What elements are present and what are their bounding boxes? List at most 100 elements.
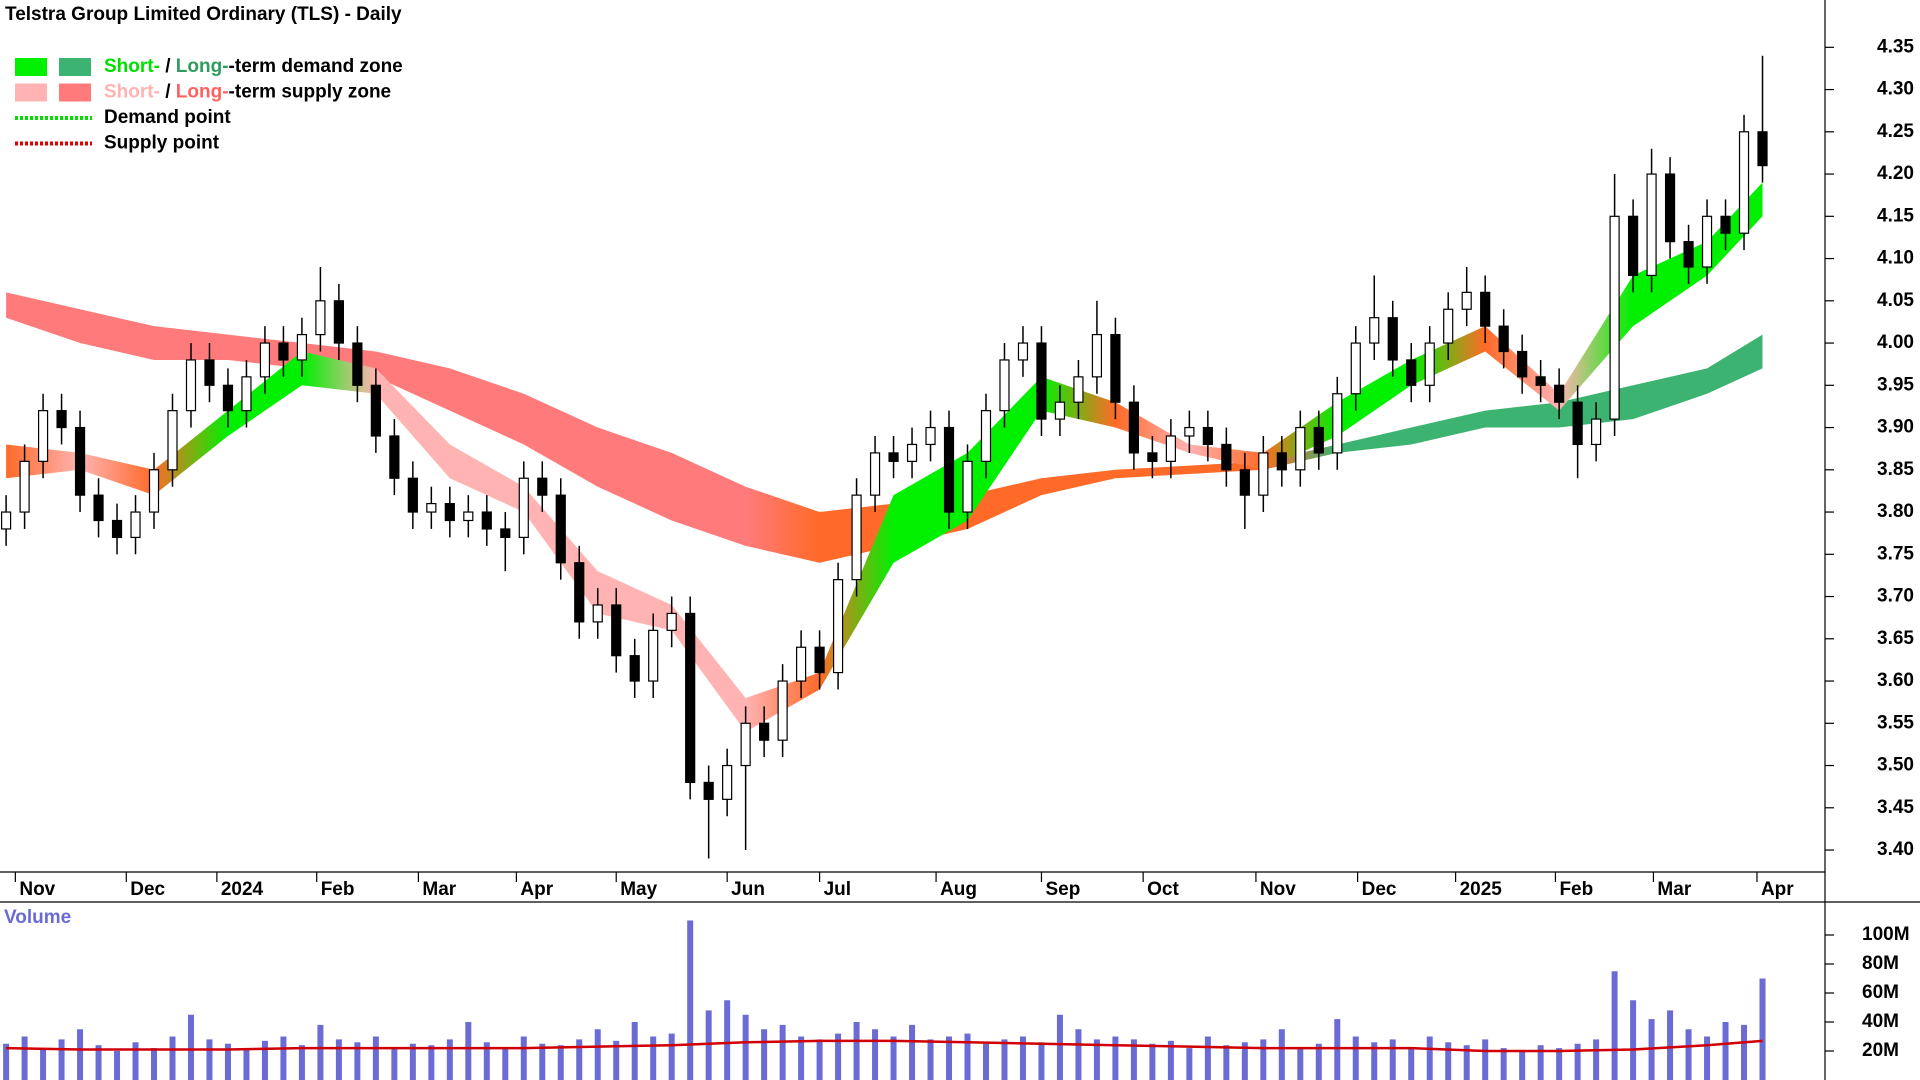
candle-body: [481, 511, 492, 530]
y-tick-label: 3.50: [1877, 755, 1914, 776]
chart-title: Telstra Group Limited Ordinary (TLS) - D…: [5, 4, 402, 25]
candle-body: [999, 359, 1010, 412]
candle-body: [1387, 317, 1398, 361]
volume-bar: [1741, 1024, 1748, 1080]
legend-label: Demand point: [104, 107, 231, 128]
volume-tick-label: 40M: [1862, 1011, 1899, 1032]
volume-bar: [668, 1033, 675, 1080]
volume-bar: [132, 1042, 139, 1080]
short-term-zone: [6, 182, 1763, 732]
candle-body: [1239, 469, 1250, 496]
volume-bar: [890, 1036, 897, 1080]
candle-body: [1480, 291, 1491, 327]
candle-body: [1424, 342, 1435, 386]
y-tick-label: 3.85: [1877, 459, 1914, 480]
candle-body: [1646, 173, 1657, 277]
y-tick-label: 3.90: [1877, 417, 1914, 438]
zones: [6, 182, 1763, 732]
candle-body: [1036, 342, 1047, 420]
y-tick-label: 3.45: [1877, 797, 1914, 818]
volume-bar: [1537, 1045, 1544, 1080]
volume-bar: [335, 1039, 342, 1080]
candle-body: [130, 511, 141, 538]
candle-body: [37, 410, 49, 462]
volume-tick-label: 60M: [1862, 982, 1899, 1003]
x-tick-label: Oct: [1147, 879, 1179, 900]
candle-body: [1461, 291, 1472, 310]
candle-body: [832, 579, 844, 674]
candle-body: [611, 604, 622, 657]
volume-bar: [909, 1024, 916, 1080]
x-tick-label: Apr: [520, 879, 553, 900]
candle-body: [740, 722, 751, 767]
candle-body: [1017, 342, 1029, 361]
candle-body: [204, 359, 215, 386]
candle-body: [722, 764, 733, 800]
candle-body: [111, 519, 123, 538]
volume-bar: [1075, 1029, 1082, 1080]
candle-body: [1572, 401, 1583, 446]
volume-tick-label: 80M: [1862, 953, 1899, 974]
candle-body: [777, 680, 788, 741]
candle-body: [19, 460, 30, 513]
candle-body: [1554, 384, 1565, 403]
volume-bar: [761, 1029, 768, 1080]
candle-body: [1147, 452, 1158, 462]
volume-bar: [446, 1039, 453, 1080]
y-tick-label: 3.70: [1877, 586, 1914, 607]
x-tick-label: Aug: [940, 879, 977, 900]
volume-bar: [483, 1042, 490, 1080]
volume-bar: [224, 1043, 231, 1080]
y-tick-label: 4.10: [1877, 248, 1914, 269]
volume-bar: [982, 1043, 989, 1080]
candle-body: [869, 452, 881, 496]
candle-body: [407, 477, 418, 513]
legend-text-part: Supply point: [104, 133, 220, 154]
volume-bar: [1611, 971, 1618, 1080]
volume-bar: [1038, 1042, 1045, 1080]
y-tick-label: 4.25: [1877, 121, 1914, 142]
candle-body: [1498, 325, 1509, 353]
candle-body: [1720, 215, 1731, 234]
volume-bar: [1630, 1000, 1637, 1080]
candle-body: [1276, 452, 1287, 471]
candle-body: [315, 300, 326, 336]
volume-bar: [1278, 1029, 1285, 1080]
volume-bar: [187, 1014, 194, 1080]
legend-swatch: [59, 58, 91, 76]
y-tick-label: 3.75: [1877, 543, 1914, 564]
candle-body: [796, 646, 807, 682]
volume-bar: [40, 1048, 47, 1080]
candle-body: [888, 452, 899, 462]
volume-average: [6, 1039, 1763, 1053]
x-tick-label: 2025: [1460, 879, 1503, 900]
x-tick-label: Nov: [1260, 879, 1296, 900]
candle-body: [1609, 215, 1620, 420]
y-tick-label: 4.30: [1877, 79, 1914, 100]
candle-body: [1738, 131, 1750, 234]
candle-body: [980, 410, 992, 462]
candle-body: [1165, 435, 1176, 462]
volume-bar: [1167, 1040, 1174, 1080]
candle-body: [814, 646, 825, 674]
candle-body: [185, 359, 197, 412]
volume-bar: [539, 1043, 546, 1080]
volume-bar: [58, 1039, 65, 1080]
volume-bar: [151, 1048, 158, 1080]
volume-bar: [1667, 1010, 1674, 1080]
candle-body: [463, 511, 474, 522]
volume-bar: [1482, 1039, 1489, 1080]
candle-body: [333, 300, 344, 344]
volume-bar: [243, 1048, 250, 1080]
candle-body: [74, 426, 86, 496]
candle-body: [148, 469, 160, 513]
volume-bar: [354, 1042, 361, 1080]
volume-bar: [465, 1022, 472, 1080]
candle-body: [1, 511, 12, 530]
volume-bar: [1445, 1042, 1452, 1080]
y-tick-label: 4.35: [1877, 36, 1914, 57]
y-tick-label: 3.40: [1877, 839, 1914, 860]
